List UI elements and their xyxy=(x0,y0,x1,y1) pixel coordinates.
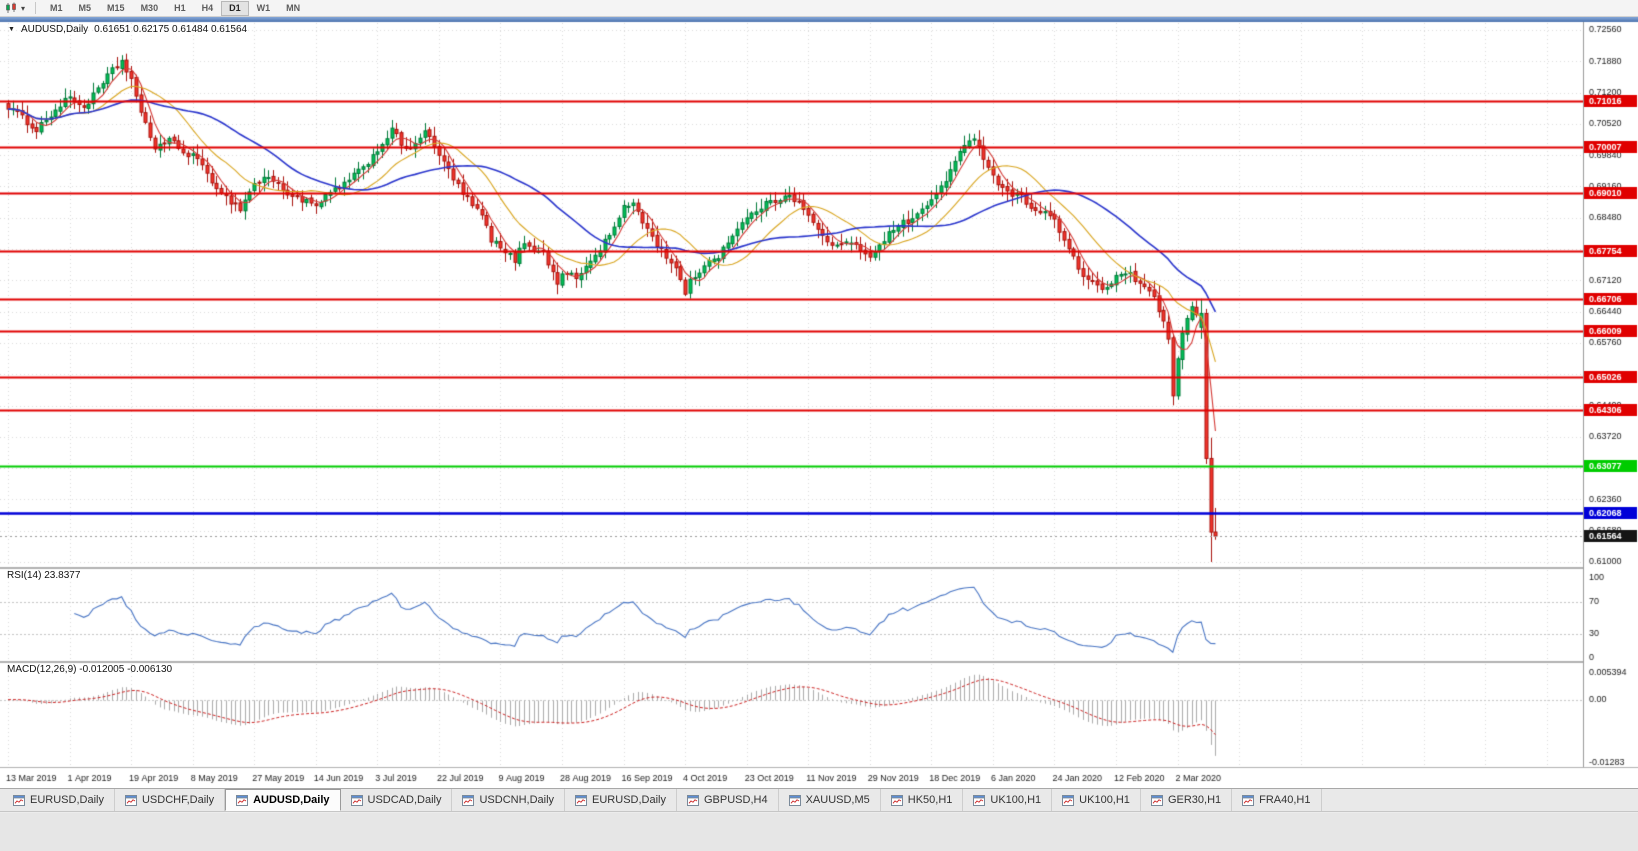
timeframe-button-mn[interactable]: MN xyxy=(278,1,308,16)
macd-indicator-label: MACD(12,26,9) -0.012005 -0.006130 xyxy=(7,664,173,675)
status-area xyxy=(0,813,1638,851)
mini-chart-icon xyxy=(788,794,801,806)
tab-label: EURUSD,Daily xyxy=(592,794,666,806)
chart-ohlc-values: 0.61651 0.62175 0.61484 0.61564 xyxy=(94,24,248,35)
mini-chart-icon xyxy=(575,794,588,806)
tab-label: AUDUSD,Daily xyxy=(253,794,330,806)
tab-eurusd-daily-5[interactable]: EURUSD,Daily xyxy=(565,789,677,811)
mini-chart-icon xyxy=(350,794,363,806)
timeframe-button-d1[interactable]: D1 xyxy=(221,0,249,16)
tab-eurusd-daily-0[interactable]: EURUSD,Daily xyxy=(3,789,115,811)
timeframe-button-h1[interactable]: H1 xyxy=(166,1,194,16)
tab-label: UK100,H1 xyxy=(1079,794,1130,806)
chart-type-dropdown-caret[interactable]: ▾ xyxy=(21,3,26,13)
timeframe-button-m30[interactable]: M30 xyxy=(133,1,167,16)
timeframe-button-w1[interactable]: W1 xyxy=(249,1,279,16)
rsi-indicator-label: RSI(14) 23.8377 xyxy=(7,570,81,581)
mini-chart-icon xyxy=(1242,794,1255,806)
tab-label: UK100,H1 xyxy=(990,794,1042,806)
tab-xauusd-m5-7[interactable]: XAUUSD,M5 xyxy=(779,789,881,811)
tab-hk50-h1-8[interactable]: HK50,H1 xyxy=(881,789,964,811)
tab-gbpusd-h4-6[interactable]: GBPUSD,H4 xyxy=(677,789,779,811)
tab-label: EURUSD,Daily xyxy=(30,794,104,806)
tab-uk100-h1-9[interactable]: UK100,H1 xyxy=(963,789,1053,811)
tab-fra40-h1-12[interactable]: FRA40,H1 xyxy=(1232,789,1322,811)
tab-label: GBPUSD,H4 xyxy=(704,794,768,806)
chart-ohlc-header: ▼ AUDUSD,Daily 0.61651 0.62175 0.61484 0… xyxy=(8,24,247,35)
price-chart-canvas[interactable] xyxy=(0,17,1638,788)
tab-ger30-h1-11[interactable]: GER30,H1 xyxy=(1141,789,1233,811)
mini-chart-icon xyxy=(124,794,137,806)
chart-tab-bar: EURUSD,Daily USDCHF,Daily AUDUSD,Daily USDC… xyxy=(0,788,1638,812)
timeframe-button-m1[interactable]: M1 xyxy=(42,1,71,16)
tab-label: USDCAD,Daily xyxy=(367,794,442,806)
tab-label: USDCHF,Daily xyxy=(141,794,215,806)
top-toolbar: ▾ M1 M5 M15 M30 H1 H4 D1 W1 MN xyxy=(0,0,1638,17)
tab-audusd-daily-2[interactable]: AUDUSD,Daily xyxy=(225,789,341,811)
mini-chart-icon xyxy=(973,794,986,806)
mini-chart-icon xyxy=(687,794,699,806)
chart-type-icon[interactable] xyxy=(4,2,20,15)
tab-usdcad-daily-3[interactable]: USDCAD,Daily xyxy=(341,789,453,811)
timeframe-group: M1 M5 M15 M30 H1 H4 D1 W1 MN xyxy=(42,0,308,16)
mini-chart-icon xyxy=(13,794,25,806)
tab-usdchf-daily-1[interactable]: USDCHF,Daily xyxy=(115,789,226,811)
mini-chart-icon xyxy=(462,794,475,806)
tab-label: HK50,H1 xyxy=(907,794,953,806)
tab-label: GER30,H1 xyxy=(1167,794,1222,806)
chart-symbol-period: AUDUSD,Daily xyxy=(20,24,89,35)
tab-label: USDCNH,Daily xyxy=(479,794,555,806)
timeframe-button-m5[interactable]: M5 xyxy=(71,1,100,16)
mini-chart-icon xyxy=(236,794,249,806)
tab-label: XAUUSD,M5 xyxy=(805,794,870,806)
mini-chart-icon xyxy=(890,794,903,806)
timeframe-button-h4[interactable]: H4 xyxy=(194,1,222,16)
candlestick-icon xyxy=(6,2,16,13)
tab-usdcnh-daily-4[interactable]: USDCNH,Daily xyxy=(452,789,566,811)
mini-chart-icon xyxy=(1150,794,1163,806)
toolbar-separator xyxy=(35,2,37,14)
oneclick-panel-arrow-icon[interactable]: ▼ xyxy=(8,26,15,33)
tab-label: FRA40,H1 xyxy=(1259,794,1311,806)
mini-chart-icon xyxy=(1062,794,1075,806)
tab-uk100-h1-10[interactable]: UK100,H1 xyxy=(1052,789,1141,811)
timeframe-button-m15[interactable]: M15 xyxy=(99,1,133,16)
